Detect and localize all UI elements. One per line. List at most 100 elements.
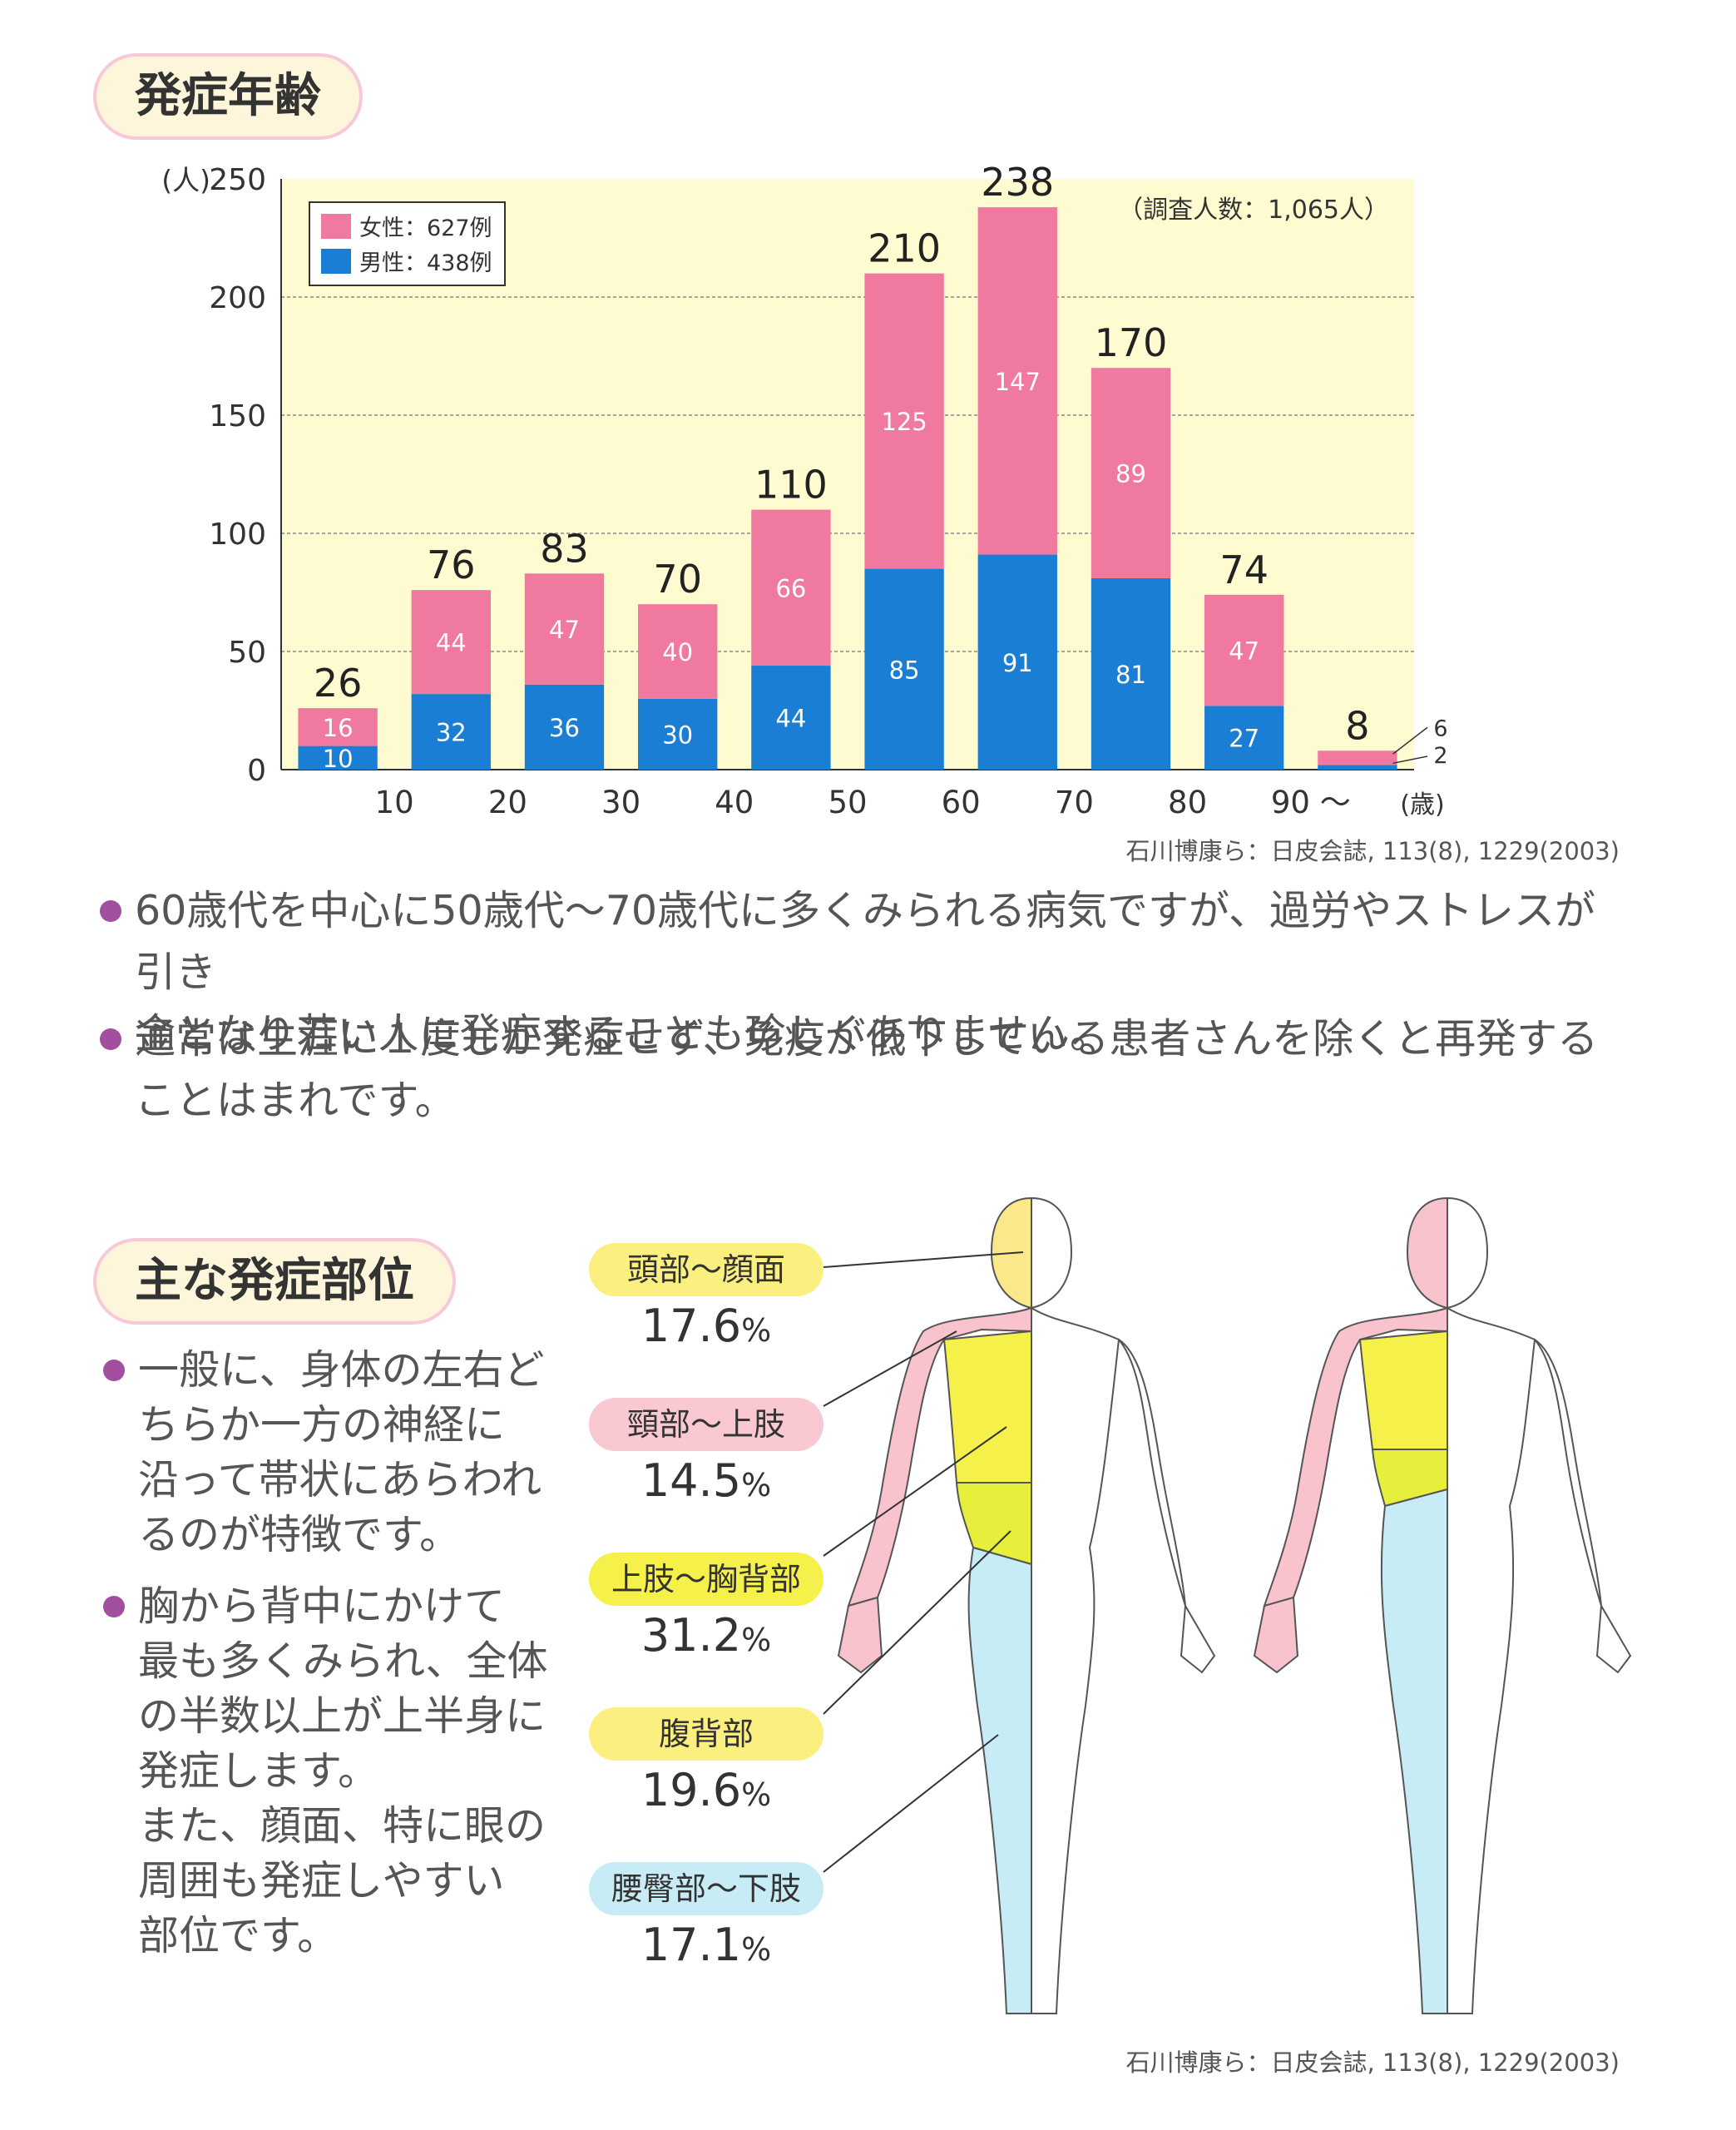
bullet-dot (103, 1596, 125, 1617)
bar-total-label: 70 (653, 557, 702, 602)
bar-female (977, 207, 1057, 555)
bullet-dot (100, 1028, 121, 1050)
y-tick-label: 250 (209, 163, 266, 197)
x-tick-label: 40 (715, 785, 754, 820)
back-lower-back-left (1371, 1449, 1448, 1508)
pct-value: 17.1 (640, 1919, 742, 1971)
bar-label-male: 27 (1229, 725, 1259, 753)
bar-male (1091, 577, 1171, 770)
bullet-line: 発症します。 (138, 1747, 379, 1795)
legend-swatch-female (321, 214, 351, 239)
bar-female (1091, 368, 1171, 578)
region-label-head: 頭部〜顔面 (589, 1243, 823, 1296)
section-title-text: 発症年齢 (135, 69, 321, 123)
region-pct-hip-leg: 17.1% (589, 1919, 823, 1971)
leader-line-abdomen-back (823, 1530, 1011, 1715)
bullet-line: 通常は生涯に１度しか発症せず、免疫が低下している患者さんを除くと再発する (135, 1015, 1599, 1063)
leader-line-head (823, 1251, 1024, 1268)
bar-total-label: 8 (1345, 703, 1369, 748)
x-unit-label: (歳) (1400, 790, 1444, 820)
bar-label-female: 47 (1229, 637, 1259, 666)
bar-female (298, 708, 378, 746)
back-head-left (1406, 1196, 1448, 1310)
back-right-half (1447, 1306, 1632, 2014)
citation-chart: 石川博康ら：日皮会誌, 113(8), 1229(2003) (1125, 837, 1620, 865)
region-label-chest-back: 上肢〜胸背部 (589, 1553, 823, 1606)
bar-label-male: 85 (889, 656, 920, 684)
bar-label-female: 147 (995, 368, 1041, 396)
back-head-right (1447, 1196, 1489, 1310)
section-title-sites: 主な発症部位 (93, 1238, 456, 1325)
bullet-line: 60歳代を中心に50歳代〜70歳代に多くみられる病気ですが、過労やストレスが引き (135, 887, 1596, 996)
bar-label-female: 44 (436, 629, 467, 657)
bar-male (977, 554, 1057, 770)
y-unit-label: (人) (161, 164, 210, 196)
leader-line-chest-back (823, 1426, 1007, 1557)
y-tick-label: 100 (209, 518, 266, 552)
pct-value: 31.2 (640, 1609, 742, 1662)
bar-total-label: 238 (981, 160, 1054, 205)
front-leg-left (967, 1546, 1032, 2014)
bar-total-label: 83 (540, 526, 589, 571)
bullet-line: 周囲も発症しやすい (138, 1857, 505, 1905)
bar-total-label: 26 (314, 661, 363, 706)
pct-unit: % (741, 1776, 772, 1813)
bar-female (524, 573, 605, 685)
region-pct-abdomen-back: 19.6% (589, 1764, 823, 1816)
legend-label-male: 男性：438例 (359, 250, 492, 276)
pct-value: 17.6 (640, 1300, 742, 1352)
bullet-line: ことはまれです。 (135, 1077, 456, 1124)
y-tick-label: 150 (209, 399, 266, 433)
bar-male (524, 684, 605, 770)
bullet-age-1: 60歳代を中心に50歳代〜70歳代に多くみられる病気ですが、過労やストレスが引き… (100, 880, 1632, 1065)
bar-female (411, 590, 491, 695)
bar-male (298, 746, 378, 770)
bar-label-male: 91 (1002, 649, 1033, 677)
bullet-line: ちらか一方の神経に (138, 1401, 506, 1449)
x-tick-label: 60 (942, 785, 981, 820)
body-figure-back (1253, 1196, 1632, 2014)
region-label-hip-leg: 腰臀部〜下肢 (589, 1862, 823, 1915)
bar-label-female: 89 (1115, 460, 1146, 488)
front-head-right (1031, 1196, 1073, 1310)
bar-male (638, 698, 718, 770)
section-title-onset-age: 発症年齢 (93, 53, 363, 140)
back-leg-left (1380, 1488, 1448, 2014)
front-hand-left (837, 1596, 883, 1674)
x-tick-label: 70 (1055, 785, 1094, 820)
bar-label-male: 10 (323, 745, 354, 773)
bullet-line: 最も多くみられ、全体 (138, 1637, 548, 1685)
legend-swatch-male (321, 249, 351, 274)
leader-line-hip-leg (823, 1734, 999, 1873)
bar-male (1204, 706, 1284, 770)
onset-age-chart: 050100150200250(人)1016263244763647833040… (161, 160, 1447, 820)
leader-line-neck-arm (823, 1330, 957, 1407)
front-right-half (1031, 1306, 1216, 2014)
label-leader (1392, 755, 1428, 765)
bar-label-female: 47 (549, 616, 580, 644)
pct-unit: % (741, 1622, 772, 1658)
bar-label-female: 125 (881, 408, 927, 436)
bar-total-label: 210 (868, 226, 941, 271)
bar-female (1204, 594, 1284, 706)
region-pct-neck-arm: 14.5% (589, 1454, 823, 1507)
bar-label-male: 30 (662, 721, 693, 749)
y-tick-label: 200 (209, 281, 266, 315)
bullet-line: 胸から背中にかけて (138, 1583, 506, 1630)
bar-label-male: 36 (549, 714, 580, 742)
bar-total-label: 170 (1095, 320, 1168, 365)
bar-female (638, 604, 718, 699)
bar-total-label: 74 (1219, 547, 1269, 592)
front-arm-left (847, 1306, 1032, 1607)
body-figure-front (837, 1196, 1216, 2014)
bullet-line: 沿って帯状にあらわれ (138, 1456, 542, 1503)
bullet-line: 金となり若い人に発症することも珍しくありません。 (135, 1010, 1111, 1058)
pct-unit: % (741, 1312, 772, 1349)
bar-male (864, 568, 944, 770)
bar-female (751, 509, 831, 666)
region-label-abdomen-back: 腹背部 (589, 1707, 823, 1761)
bullet-age-2: 通常は生涯に１度しか発症せず、免疫が低下している患者さんを除くと再発する ことは… (100, 1008, 1632, 1132)
pct-value: 19.6 (640, 1764, 742, 1816)
x-tick-label: 90 〜 (1271, 785, 1351, 820)
bar-label-female: 40 (662, 638, 693, 666)
